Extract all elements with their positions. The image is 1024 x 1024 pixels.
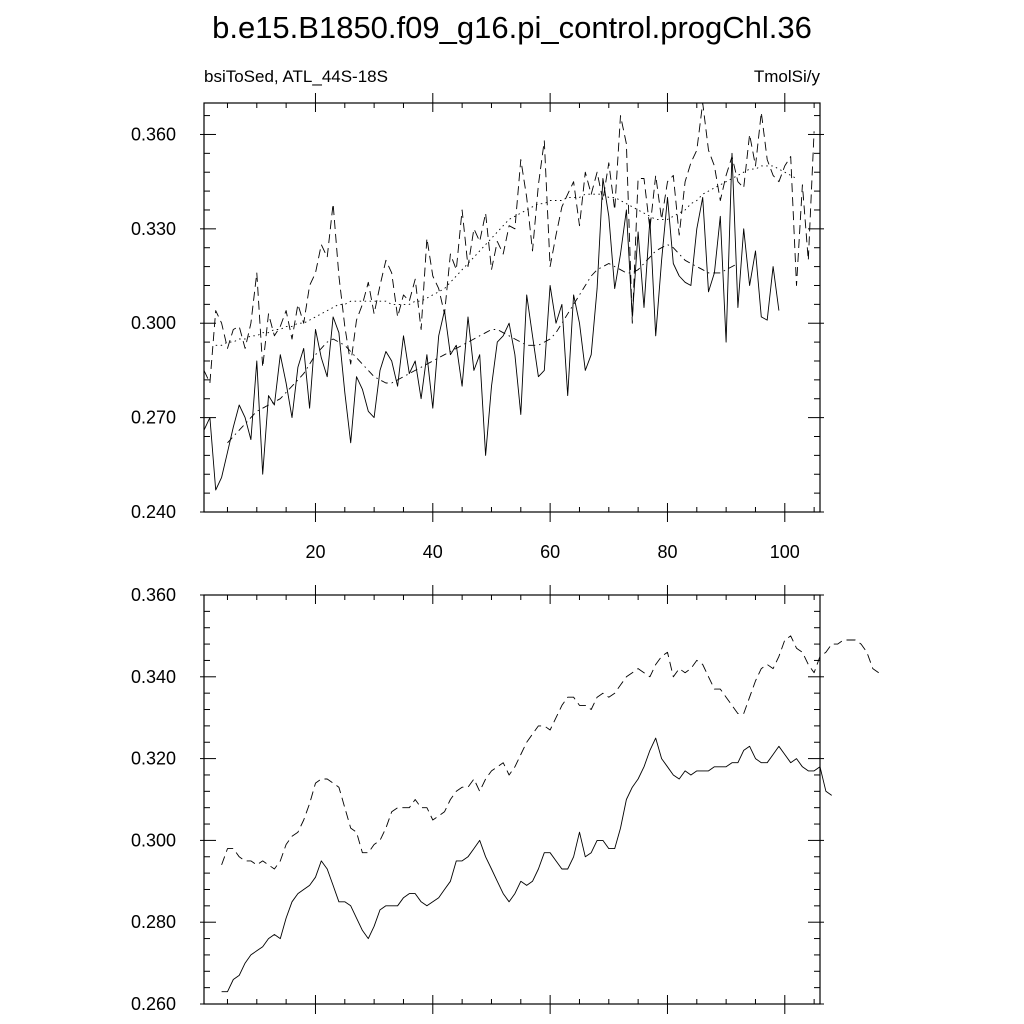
bottom-y-tick-label: 0.320 xyxy=(131,749,176,769)
top-y-tick-label: 0.360 xyxy=(131,124,176,144)
bottom-y-tick-label: 0.300 xyxy=(131,830,176,850)
bottom-panel-series xyxy=(221,635,879,993)
top-panel-ticks: 20 40 60 80 100 0.240 0.270 0.300 0.330 0.360 xyxy=(131,93,824,562)
top-panel: 20 40 60 80 100 0.240 0.270 0.300 0.330 0.360 xyxy=(131,93,824,562)
top-x-tick-label: 40 xyxy=(423,542,443,562)
top-series-solid-line xyxy=(203,152,780,491)
bottom-series-dashed-line xyxy=(221,635,879,870)
bottom-y-tick-label: 0.280 xyxy=(131,912,176,932)
units-label: TmolSi/y xyxy=(754,67,821,86)
bottom-y-tick-label: 0.340 xyxy=(131,667,176,687)
top-y-tick-label: 0.270 xyxy=(131,408,176,428)
top-y-tick-label: 0.330 xyxy=(131,219,176,239)
bottom-y-tick-label: 0.260 xyxy=(131,994,176,1014)
top-panel-series xyxy=(203,102,815,491)
bottom-panel-frame xyxy=(203,594,821,1005)
top-series-dashdotdot-line xyxy=(215,165,797,346)
top-x-tick-label: 60 xyxy=(540,542,560,562)
variable-region-label: bsiToSed, ATL_44S-18S xyxy=(204,67,388,86)
bottom-panel: 0.260 0.280 0.300 0.320 0.340 0.360 xyxy=(131,585,879,1014)
top-x-tick-label: 100 xyxy=(770,542,800,562)
bottom-y-tick-label: 0.360 xyxy=(131,585,176,605)
top-panel-frame xyxy=(203,102,821,513)
top-series-dashdot-line xyxy=(227,244,739,444)
top-x-tick-label: 20 xyxy=(305,542,325,562)
bottom-panel-ticks: 0.260 0.280 0.300 0.320 0.340 0.360 xyxy=(131,585,824,1014)
top-series-dashed-line xyxy=(203,102,815,384)
top-x-tick-label: 80 xyxy=(657,542,677,562)
bottom-series-solid-line xyxy=(221,737,832,993)
top-y-tick-label: 0.240 xyxy=(131,502,176,522)
top-y-tick-label: 0.300 xyxy=(131,313,176,333)
figure-title: b.e15.B1850.f09_g16.pi_control.progChl.3… xyxy=(212,10,812,45)
